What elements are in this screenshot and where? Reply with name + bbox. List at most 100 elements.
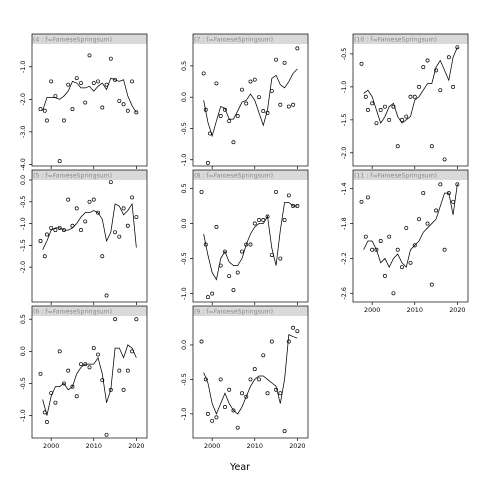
facet-panel: (8 : f=FaroeseSpringsum) 0.5 0.0 -0.5 -1.0 bbox=[180, 169, 309, 305]
data-point bbox=[87, 199, 92, 204]
data-point bbox=[417, 217, 421, 222]
y-tick-label: -2.2 bbox=[340, 252, 348, 264]
data-point bbox=[395, 144, 400, 149]
data-point bbox=[400, 265, 404, 270]
data-point bbox=[278, 391, 283, 396]
panel-strip bbox=[32, 306, 147, 316]
data-point bbox=[227, 274, 232, 279]
data-point bbox=[291, 203, 296, 208]
data-point bbox=[240, 249, 244, 254]
data-point bbox=[286, 104, 291, 109]
panel-strip bbox=[193, 306, 308, 316]
data-point bbox=[374, 121, 379, 126]
data-point bbox=[117, 234, 122, 239]
panel-frame bbox=[352, 169, 469, 303]
panel-title: (11 : f=FaroeseSpringsum) bbox=[354, 173, 437, 180]
data-point bbox=[125, 223, 130, 228]
data-point bbox=[442, 247, 447, 252]
data-point bbox=[104, 293, 109, 298]
data-point bbox=[391, 291, 396, 296]
data-point bbox=[203, 107, 208, 112]
data-point bbox=[49, 79, 54, 84]
y-tick-label: 0.5 bbox=[180, 61, 188, 71]
data-point bbox=[108, 387, 113, 392]
panel-strip bbox=[353, 170, 468, 180]
data-point bbox=[210, 291, 215, 296]
data-point bbox=[282, 218, 287, 222]
data-point bbox=[79, 81, 83, 85]
series-line bbox=[203, 68, 298, 138]
y-tick-label: -1.5 bbox=[340, 114, 348, 126]
data-point bbox=[42, 108, 47, 113]
data-point bbox=[257, 218, 261, 222]
data-point bbox=[53, 400, 58, 405]
data-point bbox=[117, 368, 122, 373]
data-point bbox=[113, 317, 118, 322]
data-point bbox=[434, 68, 439, 73]
data-point bbox=[100, 378, 105, 383]
data-point bbox=[205, 160, 210, 165]
data-point bbox=[370, 101, 375, 106]
facet-panel: (7 : f=FaroeseSpringsum) 0.5 0.0 -0.5 -1.0 bbox=[180, 33, 309, 169]
data-point bbox=[79, 228, 83, 233]
y-tick-label: -1.0 bbox=[19, 409, 27, 421]
panel-strip bbox=[193, 34, 308, 44]
series-line bbox=[203, 202, 298, 281]
data-point bbox=[96, 79, 100, 84]
data-point bbox=[378, 107, 383, 112]
data-point bbox=[235, 270, 240, 275]
panel-frame bbox=[192, 305, 309, 439]
panel-strip bbox=[32, 34, 147, 44]
data-point bbox=[261, 353, 266, 358]
x-tick-label: 2020 bbox=[289, 442, 305, 450]
data-point bbox=[214, 415, 219, 420]
series-line bbox=[42, 202, 137, 250]
data-point bbox=[44, 118, 49, 123]
y-tick-label: -2.0 bbox=[19, 261, 27, 273]
data-point bbox=[208, 131, 212, 136]
series-line bbox=[363, 47, 458, 125]
data-point bbox=[83, 100, 88, 105]
y-tick-label: -0.5 bbox=[180, 122, 188, 134]
data-point bbox=[455, 45, 460, 50]
data-point bbox=[49, 225, 54, 230]
data-point bbox=[134, 215, 139, 219]
data-point bbox=[125, 108, 130, 113]
data-point bbox=[53, 94, 58, 99]
data-point bbox=[117, 98, 122, 103]
data-point bbox=[244, 242, 249, 247]
y-tick-label: -1.4 bbox=[340, 182, 348, 194]
data-point bbox=[130, 349, 135, 354]
data-point bbox=[218, 377, 223, 382]
data-point bbox=[274, 189, 279, 194]
data-point bbox=[38, 371, 43, 376]
facet-panel: (9 : f=FaroeseSpringsum) 0.0 -0.5 -1.0 2000 2… bbox=[180, 305, 309, 450]
data-point bbox=[269, 253, 274, 257]
data-point bbox=[261, 108, 266, 113]
data-point bbox=[274, 387, 279, 392]
data-point bbox=[61, 118, 66, 123]
x-tick-label: 2020 bbox=[449, 306, 465, 314]
data-point bbox=[425, 221, 430, 226]
data-point bbox=[61, 381, 66, 386]
series-line bbox=[203, 334, 298, 415]
data-point bbox=[214, 81, 219, 86]
data-point bbox=[370, 247, 375, 252]
x-tick-label: 2010 bbox=[247, 442, 263, 450]
data-point bbox=[42, 254, 47, 259]
data-point bbox=[222, 249, 227, 254]
data-point bbox=[205, 411, 210, 416]
y-tick-label: -2.0 bbox=[19, 93, 27, 105]
y-tick-label: -1.0 bbox=[180, 287, 188, 299]
y-tick-label: -1.8 bbox=[340, 217, 348, 229]
y-tick-label: -4.0 bbox=[19, 158, 27, 170]
data-point bbox=[91, 197, 96, 202]
data-point bbox=[248, 242, 253, 247]
y-tick-label: -0.5 bbox=[19, 377, 27, 389]
data-point bbox=[257, 95, 261, 100]
y-tick-label: 0.0 bbox=[180, 218, 188, 228]
panel-title: (9 : f=FaroeseSpringsum) bbox=[194, 309, 273, 316]
data-point bbox=[57, 349, 62, 354]
data-point bbox=[83, 362, 88, 367]
